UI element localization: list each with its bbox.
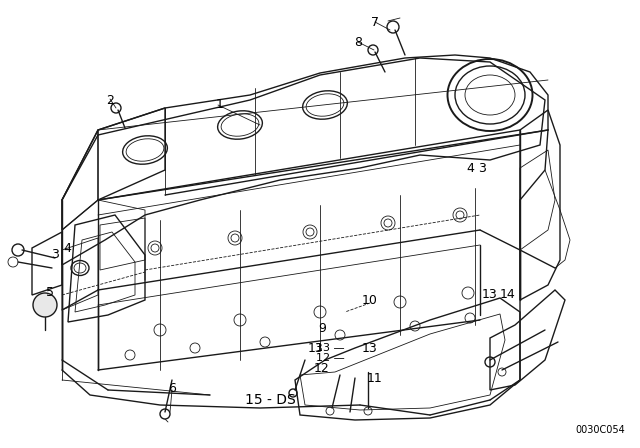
Circle shape — [33, 293, 57, 317]
Text: 1: 1 — [216, 99, 224, 112]
Text: 0030C054: 0030C054 — [575, 425, 625, 435]
Text: 2: 2 — [106, 94, 114, 107]
Text: 9: 9 — [318, 322, 326, 335]
Text: 8: 8 — [354, 35, 362, 48]
Text: 12 —: 12 — — [316, 353, 345, 363]
Text: 7: 7 — [371, 16, 379, 29]
Text: 3: 3 — [478, 161, 486, 175]
Text: 13: 13 — [362, 341, 378, 354]
Text: 14: 14 — [500, 289, 516, 302]
Text: 15 - DS: 15 - DS — [244, 393, 296, 407]
Text: 13 —: 13 — — [316, 343, 344, 353]
Text: 11: 11 — [367, 371, 383, 384]
Text: 12: 12 — [314, 362, 330, 375]
Text: 3: 3 — [51, 249, 59, 262]
Text: 6: 6 — [168, 382, 176, 395]
Text: 10: 10 — [362, 293, 378, 306]
Text: 4: 4 — [466, 161, 474, 175]
Text: 5: 5 — [46, 285, 54, 298]
Text: 13: 13 — [482, 289, 498, 302]
Text: 4: 4 — [63, 241, 71, 254]
Text: 13: 13 — [308, 341, 324, 354]
